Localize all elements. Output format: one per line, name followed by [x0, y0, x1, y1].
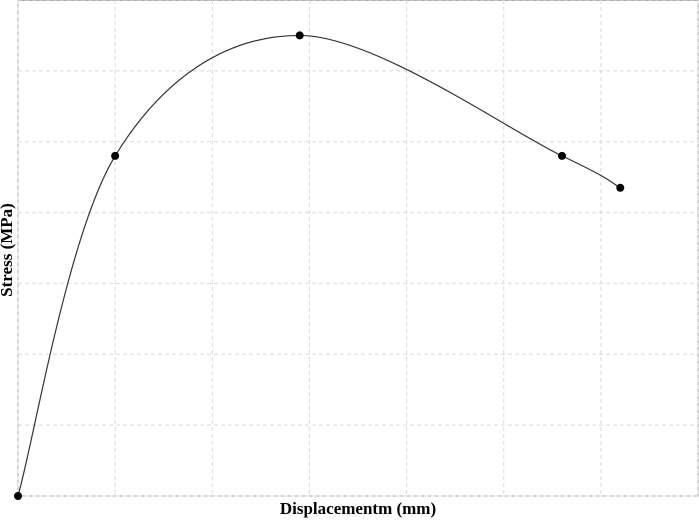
data-point [14, 492, 22, 500]
x-axis-label: Displacementm (mm) [280, 499, 436, 518]
plot-frame [17, 0, 699, 497]
data-point [558, 151, 566, 160]
y-axis-label: Stress (MPa) [0, 203, 16, 297]
data-point [616, 183, 625, 192]
data-point [295, 31, 304, 40]
data-line [17, 34, 621, 497]
data-point [111, 151, 120, 160]
